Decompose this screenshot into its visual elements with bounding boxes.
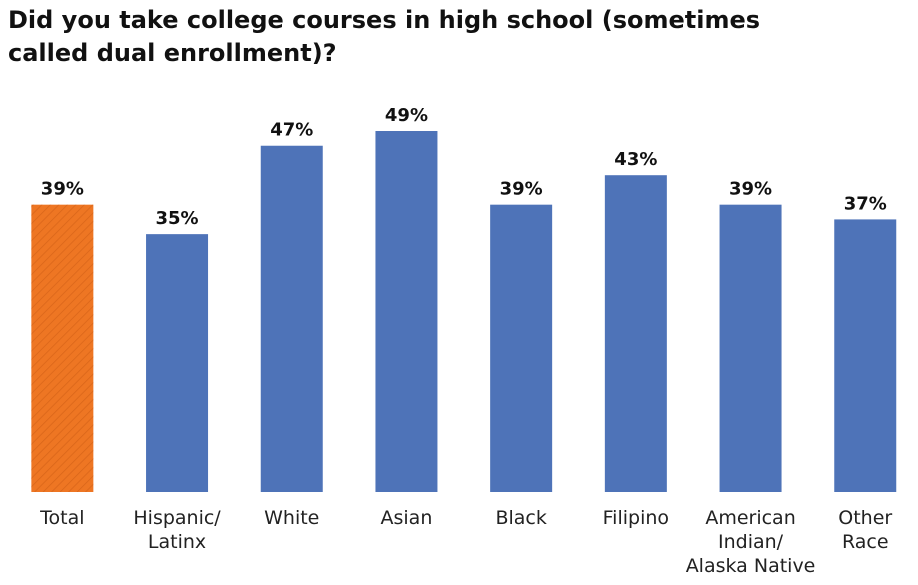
- bar: [146, 234, 209, 492]
- x-tick-label-line: Hispanic/: [133, 507, 221, 529]
- bar-hatch: [31, 204, 94, 492]
- value-label: 49%: [385, 105, 428, 126]
- value-label: 35%: [156, 208, 199, 229]
- x-tick-label-line: Asian: [381, 507, 433, 529]
- bar: [375, 131, 438, 492]
- bar: [719, 204, 782, 492]
- x-tick-label-line: White: [264, 507, 319, 529]
- x-tick-label: Filipino: [603, 507, 669, 529]
- x-tick-label: Total: [39, 507, 84, 529]
- bar: [834, 219, 897, 493]
- x-tick-label-line: Total: [39, 507, 84, 529]
- x-tick-label-line: Other: [838, 507, 892, 529]
- bar: [260, 145, 323, 493]
- value-label: 39%: [500, 179, 543, 200]
- x-tick-label: Hispanic/Latinx: [133, 507, 221, 553]
- x-tick-label-line: Alaska Native: [686, 555, 816, 577]
- bar: [604, 175, 667, 492]
- x-tick-label: Other Race: [838, 507, 892, 553]
- x-tick-label: Black: [495, 507, 546, 529]
- value-label: 47%: [270, 120, 313, 141]
- value-label: 37%: [844, 193, 887, 214]
- x-tick-label-line: Indian/: [718, 531, 784, 553]
- chart-title: Did you take college courses in high sch…: [8, 6, 761, 67]
- x-tick-label-line: American: [705, 507, 795, 529]
- x-tick-label: American Indian/Alaska Native: [686, 507, 816, 577]
- value-label: 39%: [41, 179, 84, 200]
- x-tick-label-line: Black: [495, 507, 546, 529]
- x-tick-label-line: Race: [842, 531, 889, 553]
- x-tick-label-line: Latinx: [148, 531, 206, 553]
- value-label: 43%: [614, 149, 657, 170]
- x-tick-label: Asian: [381, 507, 433, 529]
- x-tick-label: White: [264, 507, 319, 529]
- value-label: 39%: [729, 179, 772, 200]
- x-tick-label-line: Filipino: [603, 507, 669, 529]
- bar: [490, 204, 553, 492]
